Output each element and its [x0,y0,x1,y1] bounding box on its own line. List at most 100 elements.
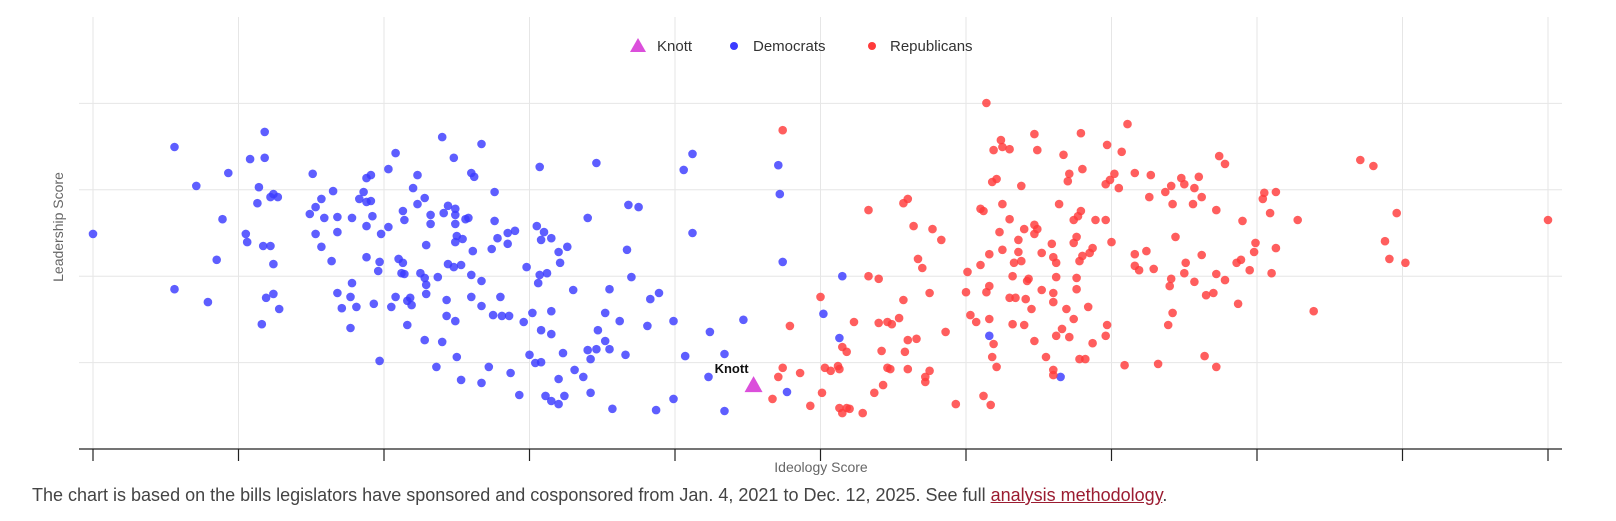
point-republicans[interactable] [1181,258,1190,268]
point-democrats[interactable] [468,246,478,256]
point-democrats[interactable] [449,262,459,272]
point-democrats[interactable] [477,301,486,311]
point-democrats[interactable] [484,362,494,372]
point-republicans[interactable] [1005,214,1014,224]
point-republicans[interactable] [1063,176,1073,186]
point-republicans[interactable] [913,254,923,264]
point-democrats[interactable] [536,357,546,367]
point-democrats[interactable] [333,212,342,222]
point-republicans[interactable] [941,327,950,337]
point-democrats[interactable] [384,164,393,174]
point-democrats[interactable] [452,352,462,362]
point-republicans[interactable] [1197,192,1206,202]
point-republicans[interactable] [1069,314,1078,324]
point-democrats[interactable] [241,229,251,239]
point-republicans[interactable] [1149,264,1158,274]
point-republicans[interactable] [806,401,815,411]
point-republicans[interactable] [985,249,994,259]
point-republicans[interactable] [928,224,937,234]
point-republicans[interactable] [1062,304,1071,314]
point-democrats[interactable] [503,228,512,238]
point-democrats[interactable] [347,278,357,288]
point-republicans[interactable] [1271,243,1281,253]
point-democrats[interactable] [347,213,357,223]
point-republicans[interactable] [1101,331,1110,341]
point-democrats[interactable] [333,227,342,237]
point-democrats[interactable] [720,349,729,359]
point-democrats[interactable] [477,378,486,388]
point-republicans[interactable] [1153,359,1163,369]
point-democrats[interactable] [608,404,617,414]
point-republicans[interactable] [1054,199,1064,209]
point-republicans[interactable] [1180,268,1189,278]
point-democrats[interactable] [400,269,409,279]
point-democrats[interactable] [515,390,524,400]
point-democrats[interactable] [359,187,368,197]
point-republicans[interactable] [845,404,854,414]
point-republicans[interactable] [835,364,844,374]
point-republicans[interactable] [1212,269,1221,279]
point-republicans[interactable] [1075,256,1084,266]
point-democrats[interactable] [373,266,383,276]
point-democrats[interactable] [522,262,531,272]
point-democrats[interactable] [560,391,569,401]
point-democrats[interactable] [451,219,460,229]
point-democrats[interactable] [469,172,479,182]
point-republicans[interactable] [1049,288,1058,298]
point-republicans[interactable] [1014,235,1023,245]
point-democrats[interactable] [408,183,418,193]
point-republicans[interactable] [864,205,873,215]
point-democrats[interactable] [704,372,713,382]
point-democrats[interactable] [317,194,326,204]
point-republicans[interactable] [1212,362,1221,372]
point-democrats[interactable] [532,221,542,231]
point-republicans[interactable] [1049,370,1058,380]
point-republicans[interactable] [1200,351,1209,361]
point-democrats[interactable] [536,235,546,245]
point-democrats[interactable] [218,214,227,224]
point-republicans[interactable] [1212,205,1221,215]
point-republicans[interactable] [1105,175,1115,185]
point-republicans[interactable] [1369,161,1378,171]
point-democrats[interactable] [269,289,278,299]
point-democrats[interactable] [688,228,697,238]
point-republicans[interactable] [870,388,879,398]
point-democrats[interactable] [398,206,408,216]
point-republicans[interactable] [1051,272,1061,282]
point-republicans[interactable] [1245,265,1254,275]
point-republicans[interactable] [986,400,995,410]
point-democrats[interactable] [376,229,386,239]
point-republicans[interactable] [1249,247,1259,257]
point-democrats[interactable] [311,229,320,239]
point-republicans[interactable] [1171,232,1180,242]
point-republicans[interactable] [1168,308,1177,318]
point-democrats[interactable] [242,237,252,247]
point-republicans[interactable] [1123,119,1132,129]
point-democrats[interactable] [646,294,655,304]
point-democrats[interactable] [621,350,630,360]
point-republicans[interactable] [1197,250,1206,260]
point-democrats[interactable] [985,331,994,341]
point-republicans[interactable] [987,352,997,362]
point-republicans[interactable] [979,391,988,401]
point-democrats[interactable] [274,304,284,314]
point-democrats[interactable] [490,187,499,197]
point-democrats[interactable] [568,285,578,295]
point-democrats[interactable] [600,308,610,318]
point-democrats[interactable] [443,201,453,211]
point-democrats[interactable] [426,219,435,229]
point-republicans[interactable] [1019,320,1029,330]
point-republicans[interactable] [1130,168,1140,178]
point-democrats[interactable] [583,213,592,223]
point-democrats[interactable] [533,278,543,288]
point-democrats[interactable] [451,316,460,326]
point-democrats[interactable] [405,293,415,303]
point-republicans[interactable] [1037,248,1046,258]
point-republicans[interactable] [1008,319,1017,329]
point-democrats[interactable] [775,189,785,199]
point-republicans[interactable] [963,267,972,277]
point-democrats[interactable] [555,258,565,268]
point-democrats[interactable] [627,272,636,282]
point-democrats[interactable] [605,344,614,354]
point-republicans[interactable] [937,235,946,245]
